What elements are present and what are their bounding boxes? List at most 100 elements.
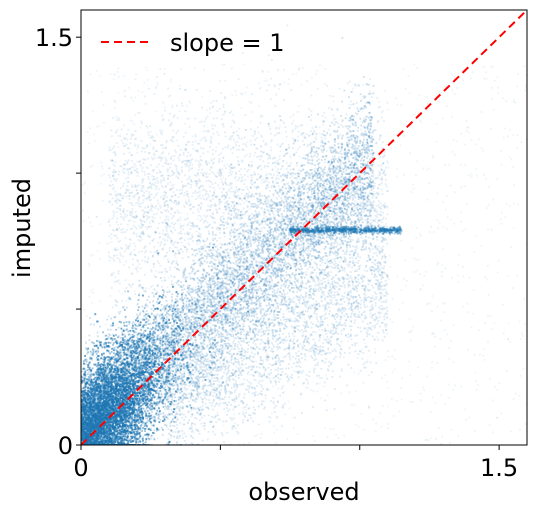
scatter-point [108, 430, 111, 433]
scatter-point [130, 356, 133, 359]
scatter-point [136, 416, 139, 419]
scatter-point [173, 362, 176, 365]
scatter-point [153, 355, 156, 358]
scatter-point [122, 376, 124, 379]
scatter-point [81, 427, 84, 430]
scatter-point [94, 415, 96, 418]
scatter-point [133, 421, 136, 424]
scatter-point [132, 385, 135, 387]
scatter-point [117, 403, 120, 406]
scatter-point [167, 375, 169, 378]
scatter-point [137, 412, 140, 415]
scatter-point [128, 439, 131, 442]
scatter-point [120, 376, 123, 379]
scatter-point [89, 404, 92, 406]
scatter-point [88, 378, 90, 381]
scatter-point [182, 309, 185, 311]
scatter-point [123, 425, 126, 428]
scatter-point [110, 426, 113, 429]
scatter-point [107, 408, 110, 411]
scatter-point [120, 431, 122, 434]
scatter-point [137, 427, 140, 430]
scatter-point [114, 392, 117, 394]
scatter-point [85, 402, 88, 405]
scatter-point [145, 414, 148, 417]
scatter-point [141, 430, 144, 432]
scatter-point [108, 397, 111, 400]
scatter-point [97, 320, 99, 323]
scatter-point [103, 385, 106, 388]
scatter-point [155, 392, 158, 394]
scatter-point [96, 433, 99, 436]
scatter-point [93, 406, 96, 409]
scatter-point [95, 417, 98, 420]
scatter-point [88, 423, 90, 425]
scatter-point [89, 418, 92, 421]
scatter-point [108, 438, 110, 440]
scatter-point [122, 377, 125, 379]
scatter-point [136, 391, 139, 394]
scatter-point [147, 419, 150, 422]
scatter-point [132, 440, 134, 443]
scatter-point [95, 421, 97, 424]
scatter-point [100, 414, 103, 417]
scatter-point [90, 357, 93, 360]
scatter-point [160, 324, 163, 327]
scatter-point [133, 343, 136, 346]
scatter-point [153, 438, 156, 441]
scatter-point [93, 423, 96, 426]
scatter-point [141, 333, 143, 336]
scatter-point [120, 436, 122, 439]
scatter-point [122, 385, 124, 388]
scatter-point [142, 310, 145, 312]
scatter-point [87, 415, 90, 418]
scatter-point [99, 414, 102, 417]
scatter-point [197, 287, 200, 290]
scatter-point [114, 426, 117, 429]
scatter-point [100, 379, 103, 382]
scatter-point [135, 345, 138, 348]
scatter-point [141, 348, 144, 351]
scatter-point [138, 365, 141, 368]
scatter-point [89, 423, 92, 426]
scatter-point [109, 387, 112, 389]
scatter-point [142, 373, 145, 376]
scatter-point [131, 366, 134, 369]
scatter-point [95, 418, 98, 420]
scatter-point [98, 426, 101, 429]
scatter-point [88, 407, 91, 410]
scatter-point [123, 443, 126, 445]
scatter-point [101, 398, 104, 400]
scatter-point [95, 423, 98, 426]
scatter-point [98, 419, 101, 422]
scatter-point [122, 443, 124, 445]
scatter-point [92, 399, 94, 402]
scatter-point [111, 395, 114, 397]
scatter-point [87, 387, 90, 390]
scatter-point [167, 354, 170, 357]
scatter-point [153, 395, 156, 398]
scatter-point [89, 410, 91, 413]
scatter-point [84, 420, 87, 423]
scatter-point [95, 425, 98, 427]
scatter-point [89, 401, 92, 404]
scatter-point [141, 410, 143, 413]
scatter-point [110, 406, 113, 408]
scatter-point [91, 401, 94, 404]
scatter-point [107, 345, 110, 348]
scatter-point [92, 414, 95, 416]
scatter-point [142, 336, 144, 339]
scatter-point [130, 388, 133, 390]
scatter-point [97, 407, 100, 410]
scatter-point [146, 433, 148, 436]
scatter-point [95, 407, 97, 410]
scatter-point [112, 432, 115, 434]
scatter-point [111, 442, 114, 444]
scatter-point [106, 425, 109, 428]
scatter-point [102, 364, 105, 366]
scatter-point [145, 370, 147, 373]
scatter-point [90, 435, 93, 438]
scatter-point [132, 350, 135, 352]
scatter-point [107, 379, 110, 381]
scatter-point [106, 417, 108, 420]
